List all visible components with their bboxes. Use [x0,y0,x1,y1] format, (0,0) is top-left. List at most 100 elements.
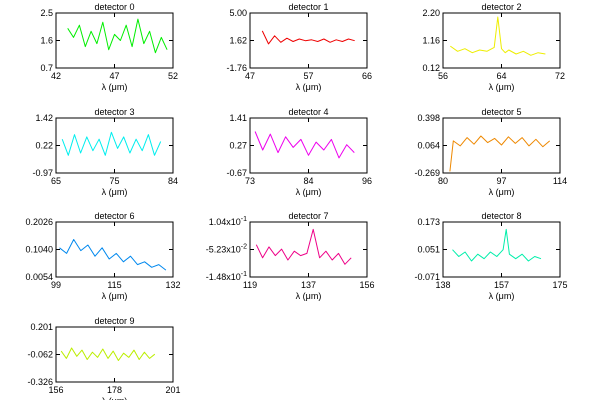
panel-title: detector 9 [94,316,134,326]
panel-title: detector 1 [288,2,328,12]
spectrum-line [60,347,156,361]
panel-3: detector 3 65 75 84 -0.97 0.22 1.42 λ (μm) [32,107,178,197]
panel-title: detector 0 [94,2,134,12]
x-tick-label: 97 [496,176,506,186]
x-tick-label: 114 [553,176,567,186]
y-tick-label: 2.20 [422,8,440,18]
x-tick-label: 73 [245,176,255,186]
spectrum-line [255,228,352,265]
panel-title: detector 4 [288,107,328,117]
y-tick-label: 1.16 [422,36,440,46]
spectrum-line [61,131,162,156]
x-tick-label: 99 [51,280,61,290]
y-tick-label: -0.071 [414,272,440,282]
x-tick-label: 156 [359,280,374,290]
x-axis-label: λ (μm) [489,82,515,92]
y-tick-label: -0.269 [414,168,440,178]
y-tick-label: 1.42 [35,113,53,123]
y-tick-label: 0.173 [417,217,440,227]
x-tick-label: 96 [362,176,372,186]
panel-title: detector 5 [481,107,521,117]
x-tick-label: 137 [301,280,316,290]
panel-title: detector 8 [481,211,521,221]
panel-title: detector 6 [94,211,134,221]
x-tick-label: 52 [168,71,178,81]
x-tick-label: 157 [494,280,509,290]
spectrum-line [452,228,542,262]
x-tick-label: 138 [435,280,450,290]
y-tick-label: 1.04x10-1 [209,216,247,227]
y-tick-label: -1.76 [226,63,247,73]
y-tick-label: 0.27 [229,141,247,151]
x-axis-label: λ (μm) [296,82,322,92]
panel-1: detector 1 47 57 66 -1.76 1.62 5.00 λ (μm) [226,2,372,92]
x-tick-label: 84 [303,176,313,186]
x-tick-label: 64 [496,71,506,81]
panel-4: detector 4 73 84 96 -0.67 0.27 1.41 λ (μm) [226,107,372,197]
x-tick-label: 65 [51,176,61,186]
panel-9: detector 9 156 178 201 -0.326 -0.062 0.201 λ (μ… [27,316,180,400]
y-tick-label: -0.062 [27,350,53,360]
y-tick-label: 0.064 [417,141,440,151]
x-tick-label: 42 [51,71,61,81]
x-tick-label: 66 [362,71,372,81]
x-tick-label: 75 [109,176,119,186]
y-tick-label: -5.23x10-2 [206,244,247,255]
x-tick-label: 57 [303,71,313,81]
x-tick-label: 72 [555,71,565,81]
x-axis-label: λ (μm) [102,396,128,400]
spectrum-line [254,131,355,159]
y-tick-label: 0.0054 [25,272,53,282]
spectrum-line [67,18,168,54]
panel-0: detector 0 42 47 52 0.7 1.6 2.5 λ (μm) [40,2,178,92]
panel-8: detector 8 138 157 175 -0.071 0.051 0.173 λ (μm… [414,211,567,301]
x-tick-label: 56 [438,71,448,81]
y-tick-label: 5.00 [229,8,247,18]
y-tick-label: 1.41 [229,113,247,123]
x-tick-label: 84 [168,176,178,186]
x-axis-label: λ (μm) [102,82,128,92]
y-tick-label: -0.67 [226,168,247,178]
x-axis-label: λ (μm) [102,291,128,301]
y-tick-label: 1.62 [229,36,247,46]
x-tick-label: 132 [165,280,180,290]
y-tick-label: -0.97 [32,168,53,178]
x-tick-label: 119 [243,280,257,290]
y-tick-label: 2.5 [40,8,53,18]
y-tick-label: -0.326 [27,377,53,387]
x-axis-label: λ (μm) [489,187,515,197]
y-tick-label: 0.22 [35,141,53,151]
panel-2: detector 2 56 64 72 0.12 1.16 2.20 λ (μm) [422,2,565,92]
x-tick-label: 201 [165,385,180,395]
spectrum-line [450,16,546,56]
x-tick-label: 178 [107,385,122,395]
x-tick-label: 156 [48,385,63,395]
spectrum-line [449,135,551,172]
y-tick-label: 0.398 [417,113,440,123]
y-tick-label: 0.2026 [25,217,53,227]
x-tick-label: 47 [109,71,119,81]
panel-7: detector 7 119 137 156 -1.48x10-1 -5.23x10-2 1… [206,211,375,301]
y-tick-label: 0.7 [40,63,53,73]
y-tick-label: 0.1040 [25,245,53,255]
y-tick-label: -1.48x10-1 [206,271,247,282]
x-axis-label: λ (μm) [296,291,322,301]
y-tick-label: 1.6 [40,36,53,46]
y-tick-label: 0.12 [422,63,440,73]
panel-5: detector 5 80 97 114 -0.269 0.064 0.398 λ (μm) [414,107,567,197]
panel-title: detector 3 [94,107,134,117]
spectrum-line [261,30,355,45]
x-tick-label: 47 [245,71,255,81]
x-axis-label: λ (μm) [102,187,128,197]
panel-6: detector 6 99 115 132 0.0054 0.1040 0.2026 λ (μ… [25,211,180,301]
x-tick-label: 115 [107,280,121,290]
x-tick-label: 175 [552,280,567,290]
spectrum-line [59,239,167,271]
x-tick-label: 80 [438,176,448,186]
panel-title: detector 7 [288,211,328,221]
x-axis-label: λ (μm) [489,291,515,301]
y-tick-label: 0.201 [30,322,53,332]
x-axis-label: λ (μm) [296,187,322,197]
